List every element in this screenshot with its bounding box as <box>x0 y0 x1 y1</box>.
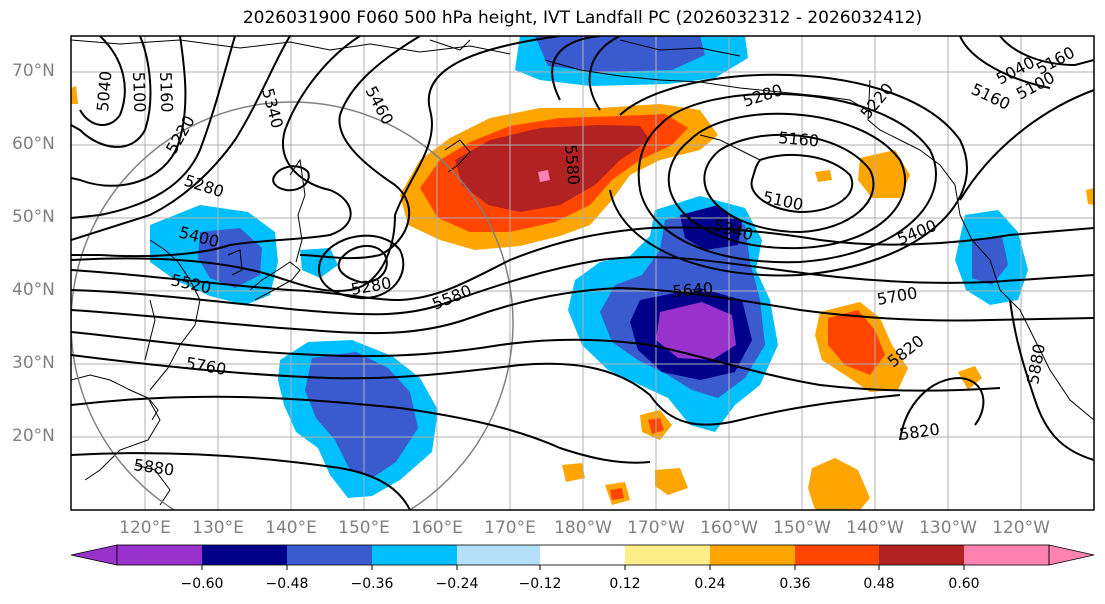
contour-label: 5280 <box>740 80 785 111</box>
range-ring <box>71 101 514 510</box>
ivt-shading <box>71 36 1094 510</box>
colorbar-tick-label: 0.24 <box>694 576 726 592</box>
colorbar-bin <box>372 545 457 565</box>
lon-label: 150°W <box>773 518 831 538</box>
lon-label: 160°E <box>411 518 463 538</box>
colorbar-bin <box>540 545 625 565</box>
contour-label: 5640 <box>672 279 714 301</box>
contour-label: 5040 <box>93 70 115 112</box>
colorbar-tick-label: −0.36 <box>350 576 394 592</box>
contour-label: 5340 <box>258 86 287 130</box>
coastlines <box>71 39 1094 506</box>
lat-label: 20°N <box>12 426 55 446</box>
colorbar-tick-label: 0.60 <box>948 576 980 592</box>
positive-anomaly-north-pacific <box>400 104 718 250</box>
colorbar-bin <box>202 545 287 565</box>
contour-label: 5280 <box>182 171 227 202</box>
contour-label: 5460 <box>361 83 397 128</box>
colorbar-tick-label: −0.24 <box>435 576 479 592</box>
colorbar-bin <box>457 545 540 565</box>
contour-label: 5880 <box>132 455 175 479</box>
contour-label: 5760 <box>184 353 227 379</box>
lon-label: 140°W <box>846 518 904 538</box>
contour-label: 5580 <box>561 144 583 186</box>
lon-label: 170°E <box>484 518 536 538</box>
colorbar-bin <box>879 545 964 565</box>
contour-label: 5880 <box>1023 342 1049 385</box>
colorbar-bin <box>625 545 710 565</box>
map-frame <box>70 35 1095 511</box>
colorbar-tick-label: 0.48 <box>863 576 895 592</box>
height-contours <box>71 36 1094 510</box>
positive-anomaly-subtropical <box>71 86 1094 510</box>
contour-label: 5160 <box>1033 43 1078 79</box>
contour-label: 5100 <box>129 71 149 112</box>
contour-label: 5100 <box>761 187 805 214</box>
colorbar-tick-label: −0.60 <box>180 576 224 592</box>
contour-label: 5160 <box>156 71 176 112</box>
lat-label: 40°N <box>12 280 55 300</box>
contour-label: 5700 <box>875 283 918 309</box>
colorbar-bin <box>795 545 879 565</box>
lon-label: 150°E <box>338 518 390 538</box>
lat-label: 70°N <box>12 61 55 81</box>
colorbar-extend-min <box>70 544 118 566</box>
colorbar-tick-label: 0.12 <box>609 576 641 592</box>
contour-label: 5220 <box>162 112 199 157</box>
lon-label: 120°E <box>119 518 171 538</box>
lat-label: 30°N <box>12 353 55 373</box>
negative-anomaly-subtropical <box>278 340 438 498</box>
lon-label: 160°W <box>700 518 758 538</box>
contour-label: 5220 <box>857 79 898 122</box>
graticule <box>71 36 1094 510</box>
contour-label: 5160 <box>778 128 820 150</box>
colorbar-tick-label: 0.36 <box>779 576 811 592</box>
contour-label: 5580 <box>429 281 474 314</box>
lon-label: 130°W <box>919 518 977 538</box>
contour-label: 5280 <box>349 273 392 299</box>
lon-label: 120°W <box>992 518 1050 538</box>
colorbar-extend-max <box>1048 544 1095 566</box>
lon-label: 180°W <box>554 518 612 538</box>
lon-label: 130°E <box>192 518 244 538</box>
lon-label: 140°E <box>265 518 317 538</box>
colorbar-tick-label: −0.48 <box>265 576 309 592</box>
map-title: 2026031900 F060 500 hPa height, IVT Land… <box>242 8 923 28</box>
colorbar-bin <box>117 545 202 565</box>
lon-label: 170°W <box>627 518 685 538</box>
colorbar <box>70 544 1095 570</box>
colorbar-bin <box>710 545 795 565</box>
lat-label: 50°N <box>12 207 55 227</box>
colorbar-tick-label: −0.12 <box>518 576 562 592</box>
colorbar-bin <box>287 545 372 565</box>
lat-label: 60°N <box>12 134 55 154</box>
colorbar-bin <box>964 545 1049 565</box>
